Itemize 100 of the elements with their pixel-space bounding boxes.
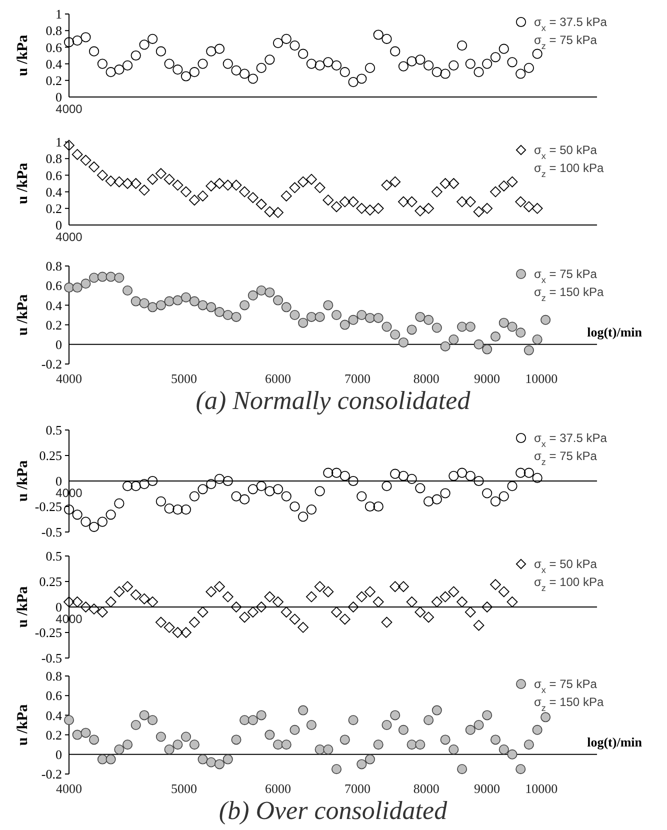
y-tick-label: 0 — [56, 600, 62, 615]
point — [122, 178, 133, 189]
point — [448, 470, 459, 481]
point — [197, 190, 208, 202]
point — [340, 470, 350, 481]
point — [373, 501, 384, 512]
point — [206, 302, 216, 312]
point — [482, 710, 492, 720]
y-tick-label: 0.4 — [46, 298, 62, 313]
point — [89, 734, 100, 745]
x-axis-title: log(t)/min — [587, 734, 643, 750]
point — [432, 67, 442, 78]
point — [323, 300, 334, 310]
point — [290, 310, 300, 320]
point — [406, 196, 418, 208]
x-tick-label: 5000 — [171, 371, 198, 386]
text: (a) Normally consolidated — [196, 386, 472, 415]
y-tick-label: 0 — [56, 90, 62, 105]
point — [507, 481, 518, 492]
point — [155, 168, 166, 179]
point — [340, 734, 350, 745]
y-tick-label: 0.6 — [46, 278, 62, 294]
point — [306, 58, 316, 69]
y-tick-label: 0.8 — [46, 668, 62, 684]
point — [473, 620, 484, 631]
point — [348, 715, 358, 726]
y-tick-label: 0.8 — [46, 23, 62, 38]
point — [272, 38, 284, 48]
point — [382, 720, 392, 730]
point — [222, 591, 234, 602]
point — [180, 186, 192, 198]
point — [314, 486, 325, 496]
point — [473, 206, 484, 218]
point — [206, 479, 216, 490]
point — [64, 596, 74, 608]
point — [331, 468, 342, 478]
x-tick-label: 6000 — [265, 371, 292, 386]
point — [80, 32, 91, 42]
point — [306, 720, 316, 730]
point — [180, 504, 192, 515]
x-tick-label: 7000 — [344, 781, 370, 796]
point — [189, 740, 200, 750]
point — [72, 730, 82, 740]
point — [64, 715, 74, 726]
point — [72, 596, 83, 608]
point — [532, 48, 542, 59]
point — [457, 322, 468, 332]
point — [524, 345, 534, 356]
point — [306, 312, 316, 322]
point — [189, 67, 200, 78]
point — [381, 180, 392, 191]
point — [289, 614, 300, 625]
point — [96, 170, 108, 181]
point — [456, 468, 468, 478]
point — [97, 272, 108, 282]
point — [516, 328, 526, 338]
y-tick-label: 0 — [56, 218, 62, 233]
point — [164, 744, 174, 754]
point — [390, 710, 400, 720]
point — [490, 332, 500, 342]
point — [231, 734, 242, 745]
point — [498, 744, 509, 754]
point — [264, 486, 275, 496]
point — [264, 730, 275, 740]
y-tick-label: 0.25 — [39, 574, 62, 590]
y-tick-label: 0.5 — [46, 422, 62, 438]
point — [97, 58, 108, 69]
point — [331, 60, 342, 71]
point — [206, 757, 216, 768]
point — [523, 201, 534, 212]
legend-label: σ$_{x}$ = 37.5 kPa σ$_{z}$ = 75 kPa — [534, 15, 608, 51]
point — [189, 491, 200, 502]
point — [390, 330, 400, 340]
point — [172, 295, 183, 306]
point — [248, 290, 258, 300]
point — [138, 184, 150, 196]
point — [188, 194, 200, 206]
point — [356, 310, 367, 320]
point — [122, 581, 133, 592]
point — [448, 744, 459, 754]
point — [507, 322, 518, 332]
point — [339, 196, 350, 208]
point — [172, 504, 183, 515]
point — [356, 491, 367, 502]
point — [172, 740, 183, 750]
legend-label: σ$_{x}$ = 75 kPa σ$_{z}$ = 150 kPa — [534, 677, 604, 713]
point — [206, 586, 217, 598]
point — [482, 202, 493, 214]
point — [72, 36, 82, 46]
y-tick-label: 0.6 — [46, 40, 62, 55]
point — [96, 606, 108, 618]
point — [448, 60, 459, 71]
point — [240, 494, 250, 504]
y-tick-label: 0.6 — [46, 688, 62, 704]
point — [248, 74, 258, 84]
point — [148, 715, 158, 726]
point — [406, 324, 417, 335]
point — [130, 296, 141, 306]
point — [122, 740, 133, 750]
point — [64, 282, 74, 293]
